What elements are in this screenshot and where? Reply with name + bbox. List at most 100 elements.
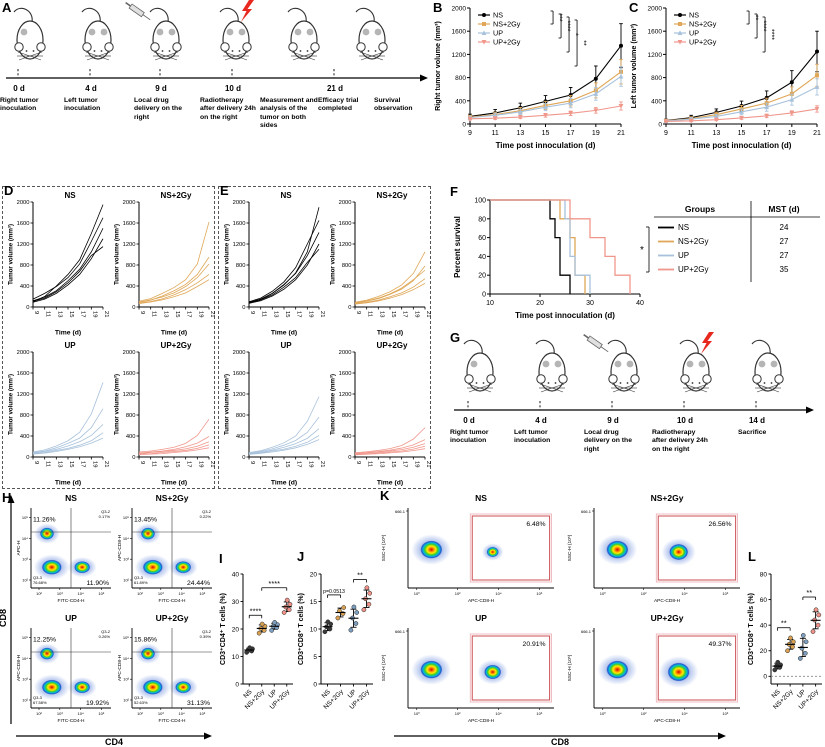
timeline-day: 0 d (13, 84, 25, 93)
svg-text:Tumor volume (mm³): Tumor volume (mm³) (330, 374, 337, 435)
timeline-day: 10 d (224, 84, 241, 93)
svg-text:Tumor volume (mm³): Tumor volume (mm³) (224, 224, 231, 285)
panel-label-i: I (219, 551, 223, 566)
svg-text:0: 0 (235, 681, 239, 688)
svg-text:NS: NS (65, 493, 77, 503)
svg-text:9: 9 (139, 461, 145, 464)
svg-text:UP: UP (493, 29, 503, 38)
panel-label-b: B (433, 0, 443, 15)
svg-text:0: 0 (242, 455, 245, 461)
svg-text:19: 19 (788, 130, 796, 137)
svg-text:400: 400 (126, 284, 136, 290)
svg-text:19: 19 (413, 461, 419, 467)
svg-text:9: 9 (468, 130, 472, 137)
svg-text:UP: UP (678, 251, 689, 260)
svg-text:40: 40 (478, 254, 486, 261)
svg-text:10⁴: 10⁴ (179, 711, 185, 716)
svg-text:0: 0 (26, 305, 29, 311)
panel-d-chart-ns: 9 11 13 15 17 19 21 0 400 800 1200 1600 2000 NS Tumor … (8, 191, 110, 337)
svg-text:400: 400 (20, 434, 30, 440)
svg-text:1200: 1200 (648, 52, 663, 59)
svg-text:666.1: 666.1 (581, 509, 592, 514)
svg-text:0: 0 (242, 305, 245, 311)
svg-text:10²: 10² (455, 591, 461, 596)
svg-text:Q3-2: Q3-2 (101, 629, 111, 634)
svg-text:NS+2Gy: NS+2Gy (689, 20, 717, 29)
svg-text:800: 800 (126, 263, 136, 269)
timeline-day: 21 d (326, 84, 343, 93)
svg-text:****: **** (768, 29, 775, 40)
svg-text:26.56%: 26.56% (709, 521, 732, 528)
svg-text:13.45%: 13.45% (134, 517, 157, 524)
svg-text:1200: 1200 (233, 242, 246, 248)
svg-text:15: 15 (738, 130, 746, 137)
svg-text:10²: 10² (137, 711, 143, 716)
svg-text:21: 21 (209, 461, 215, 467)
svg-text:10⁴: 10⁴ (495, 711, 501, 716)
svg-text:2000: 2000 (452, 6, 467, 13)
svg-text:1200: 1200 (123, 392, 136, 398)
svg-text:9: 9 (249, 311, 255, 314)
svg-text:Q3-3: Q3-3 (33, 575, 43, 580)
svg-text:17: 17 (296, 461, 302, 467)
svg-text:UP: UP (267, 688, 278, 699)
svg-text:APC-CD8-H: APC-CD8-H (468, 598, 495, 604)
svg-text:40: 40 (232, 571, 240, 578)
svg-text:15: 15 (174, 311, 180, 317)
svg-text:1600: 1600 (452, 29, 467, 36)
svg-text:10: 10 (310, 626, 318, 633)
svg-text:11.90%: 11.90% (86, 580, 109, 587)
panel-label-d: D (4, 183, 14, 198)
flow-plot-k-up: UP 20.91% 666.1 10⁰ 10² 10⁴ 10⁶ APC-CD8-H SSC-H … (381, 613, 554, 724)
svg-text:0.26%: 0.26% (99, 634, 111, 639)
svg-text:10⁴: 10⁴ (495, 591, 501, 596)
svg-text:NS: NS (493, 11, 503, 20)
svg-text:Groups: Groups (685, 204, 715, 214)
svg-text:17: 17 (402, 461, 408, 467)
svg-text:**: ** (806, 588, 812, 597)
svg-text:10²: 10² (36, 591, 42, 596)
svg-text:NS: NS (678, 223, 689, 232)
panel-b-right-tumor-chart: 9 11 13 15 17 19 21 0 400 800 1200 1600 2000 Time pos… (433, 6, 625, 151)
svg-text:10: 10 (486, 300, 494, 307)
svg-text:1200: 1200 (452, 52, 467, 59)
svg-text:MST (d): MST (d) (768, 204, 799, 214)
svg-text:400: 400 (342, 434, 352, 440)
svg-text:11: 11 (261, 461, 267, 467)
svg-text:9: 9 (249, 461, 255, 464)
svg-text:400: 400 (651, 98, 662, 105)
svg-text:APC-CD8-H: APC-CD8-H (16, 654, 22, 681)
svg-text:FITC-CD4-H: FITC-CD4-H (58, 598, 85, 604)
svg-text:19: 19 (307, 311, 313, 317)
svg-text:10⁶: 10⁶ (536, 711, 542, 716)
svg-text:800: 800 (342, 263, 352, 269)
panel-f-survival-chart: 10 20 30 40 0 20 40 60 80 100 Time post innoculati… (453, 198, 820, 320)
svg-text:**: ** (580, 40, 587, 46)
svg-text:9: 9 (33, 311, 39, 314)
svg-text:SSC-H (10⁵): SSC-H (10⁵) (381, 534, 387, 561)
svg-text:10⁴: 10⁴ (22, 656, 28, 661)
svg-text:800: 800 (20, 263, 30, 269)
svg-text:0: 0 (132, 455, 135, 461)
svg-text:Q3-2: Q3-2 (101, 509, 111, 514)
svg-text:10⁴: 10⁴ (123, 656, 129, 661)
timeline-a-graphic (6, 0, 428, 82)
svg-text:21: 21 (319, 461, 325, 467)
svg-text:0: 0 (313, 681, 317, 688)
svg-text:76.68%: 76.68% (33, 580, 47, 585)
svg-text:10⁴: 10⁴ (22, 536, 28, 541)
svg-text:19: 19 (592, 130, 600, 137)
svg-text:FITC-CD4-H: FITC-CD4-H (58, 718, 85, 724)
svg-text:Time (d): Time (d) (377, 480, 403, 487)
panel-g-timeline: 0 d 4 d 9 d 10 d 14 d Right tumor inocul… (448, 332, 825, 490)
svg-text:APC-CD8-H: APC-CD8-H (117, 654, 123, 681)
svg-text:13: 13 (272, 461, 278, 467)
svg-text:61.89%: 61.89% (134, 580, 148, 585)
flow-plot-ns2gy: NS+2Gy 13.45% Q3-20.22% Q3-361.89% 24.44% 10²… (117, 493, 212, 604)
svg-text:12.25%: 12.25% (33, 637, 56, 644)
svg-text:Time post innoculation (d): Time post innoculation (d) (692, 141, 792, 150)
svg-text:15: 15 (68, 311, 74, 317)
svg-text:10⁴: 10⁴ (681, 711, 687, 716)
